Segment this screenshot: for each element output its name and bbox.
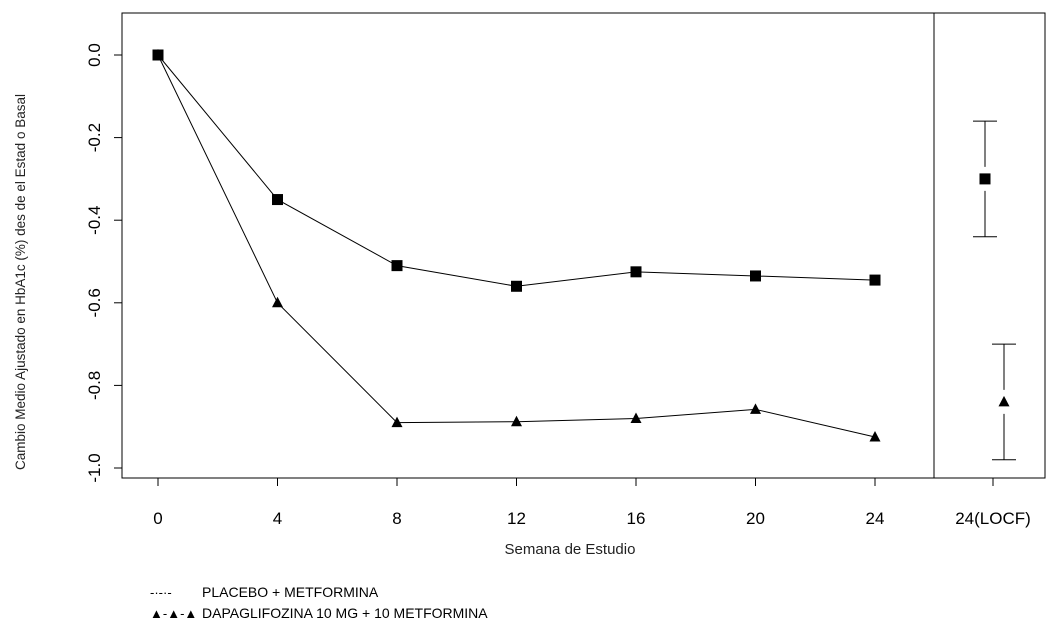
series-dapagliflozin	[152, 49, 881, 442]
plot-border	[121, 12, 1046, 479]
data-point-dapagliflozin	[272, 296, 283, 308]
x-tick-label: 8	[392, 509, 401, 528]
plot-frame	[121, 12, 1046, 479]
x-tick-label: 0	[153, 509, 162, 528]
data-point-dapagliflozin	[869, 431, 881, 442]
locf-point-dapagliflozin	[998, 395, 1010, 407]
x-axis: 0 4 8 12 16 20 24 24(LOCF)	[153, 478, 1031, 528]
data-point-dapagliflozin	[750, 403, 761, 414]
x-tick-label-locf: 24(LOCF)	[955, 509, 1031, 528]
data-point-placebo	[391, 260, 403, 272]
legend-symbol-dapagliflozin: ▲-▲-▲	[150, 606, 198, 621]
legend-symbol-placebo: -·-·-	[150, 585, 172, 600]
legend: -·-·- PLACEBO + METFORMINA ▲-▲-▲ DAPAGLI…	[150, 582, 488, 624]
data-point-dapagliflozin	[511, 415, 522, 427]
series-line-dapagliflozin	[157, 54, 876, 438]
data-point-placebo	[630, 266, 642, 278]
locf-point-placebo	[979, 173, 991, 185]
series-layer	[152, 49, 881, 442]
x-axis-label: Semana de Estudio	[505, 541, 636, 558]
locf-errorbar-placebo	[973, 120, 997, 238]
y-tick-label: -0.6	[85, 288, 104, 317]
legend-item-dapagliflozin: ▲-▲-▲ DAPAGLIFOZINA 10 MG + 10 METFORMIN…	[150, 603, 488, 624]
x-tick-label: 4	[273, 509, 282, 528]
data-point-placebo	[272, 194, 283, 206]
x-tick-label: 24	[866, 509, 885, 528]
legend-label-dapagliflozin: DAPAGLIFOZINA 10 MG + 10 METFORMINA	[202, 605, 488, 621]
data-point-dapagliflozin	[391, 416, 403, 428]
y-tick-label: -1.0	[85, 453, 104, 482]
data-point-placebo	[750, 270, 761, 282]
y-tick-label: -0.2	[85, 123, 104, 152]
x-tick-label: 16	[627, 509, 646, 528]
y-tick-label: -0.4	[85, 206, 104, 235]
data-point-placebo	[511, 280, 522, 292]
series-placebo	[152, 49, 881, 292]
y-tick-label: -0.8	[85, 371, 104, 400]
data-point-placebo	[869, 274, 881, 286]
legend-item-placebo: -·-·- PLACEBO + METFORMINA	[150, 582, 488, 603]
locf-layer	[973, 120, 1016, 461]
y-axis-label: Cambio Medio Ajustado en HbA1c (%) des d…	[13, 94, 28, 470]
locf-errorbar-dapagliflozin	[992, 343, 1016, 461]
x-tick-label: 20	[746, 509, 765, 528]
x-tick-label: 12	[507, 509, 526, 528]
y-axis: 0.0 -0.2 -0.4 -0.6 -0.8 -1.0	[85, 43, 122, 483]
y-tick-label: 0.0	[85, 43, 104, 67]
data-point-dapagliflozin	[152, 49, 164, 60]
data-point-dapagliflozin	[630, 412, 642, 423]
series-line-placebo	[157, 54, 876, 287]
legend-label-placebo: PLACEBO + METFORMINA	[202, 584, 379, 600]
